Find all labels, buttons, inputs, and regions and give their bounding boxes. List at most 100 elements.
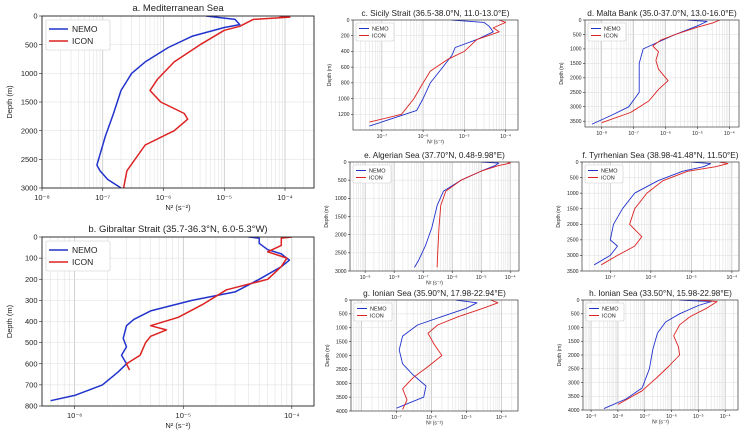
legend-box (584, 164, 624, 184)
x-tick-label: 10⁻⁶ (660, 131, 671, 137)
y-axis-label: Depth (m) (557, 344, 563, 367)
series-line-nemo (396, 300, 478, 409)
legend-label-icon: ICON (604, 34, 618, 40)
y-tick-label: 2000 (335, 232, 347, 238)
series-line-icon (436, 162, 511, 268)
x-tick-label: 10⁻⁵ (217, 193, 232, 202)
y-tick-label: 1500 (568, 339, 580, 345)
y-tick-label: 0 (579, 18, 582, 24)
legend-box (45, 19, 111, 51)
y-axis-label: Depth (m) (5, 304, 14, 338)
x-tick-label: 10⁻⁶ (67, 411, 82, 420)
y-tick-label: 3000 (335, 269, 347, 275)
y-tick-label: 500 (571, 312, 580, 318)
y-tick-label: 500 (339, 312, 348, 318)
y-tick-label: 0 (347, 18, 350, 24)
x-tick-label: 10⁻⁴ (726, 275, 737, 281)
legend-label-nemo: NEMO (602, 307, 619, 313)
x-tick-label: 10⁻⁵ (476, 275, 487, 281)
y-tick-label: 3500 (336, 395, 348, 401)
y-tick-label: 300 (25, 296, 38, 305)
x-tick-label: 10⁻⁶ (156, 193, 171, 202)
x-tick-label: 10⁻⁷ (377, 134, 388, 140)
panel-title: g. Ionian Sea (35.90°N, 17.98-22.94°E) (363, 289, 506, 298)
y-tick-label: 1200 (338, 112, 350, 118)
panel-6: 10⁻⁷ 10⁻⁶ 10⁻⁵ 10⁻⁴ 0 500 1000 1500 2000 2500 3000… (556, 151, 740, 281)
y-tick-label: 200 (25, 275, 38, 284)
y-tick-label: 3500 (570, 119, 582, 125)
y-tick-label: 500 (25, 40, 38, 49)
x-tick-label: 10⁻⁶ (646, 275, 657, 281)
panel-5: 10⁻⁹ 10⁻⁸ 10⁻⁷ 10⁻⁶ 10⁻⁵ 10⁻⁴ 0 500 1000 1500 2000… (324, 151, 520, 287)
series-line-nemo (591, 20, 708, 125)
x-tick-label: 10⁻⁵ (692, 131, 703, 137)
legend-label-icon: ICON (72, 257, 93, 267)
y-axis-label: Depth (m) (556, 205, 562, 228)
y-tick-label: 500 (570, 175, 579, 181)
y-tick-label: 1500 (570, 61, 582, 67)
series-line-icon (402, 300, 499, 410)
panel-3: 10⁻⁷ 10⁻⁶ 10⁻⁵ 10⁻⁴ 0 200 400 600 800 1000 1200 c. … (327, 9, 519, 146)
x-tick-label: 10⁻⁸ (613, 414, 624, 420)
legend-box (352, 164, 392, 184)
x-tick-label: 10⁻⁵ (686, 275, 697, 281)
legend-label-nemo: NEMO (72, 24, 98, 34)
y-tick-label: 800 (25, 402, 38, 411)
x-tick-label: 10⁻⁵ (461, 415, 472, 421)
x-tick-label: 10⁻⁴ (505, 275, 516, 281)
y-tick-label: 500 (573, 32, 582, 38)
x-tick-label: 10⁻⁶ (418, 134, 429, 140)
y-tick-label: 1500 (336, 339, 348, 345)
panel-2: 10⁻⁶ 10⁻⁵ 10⁻⁴ 0 100 200 300 400 500 600 700 800 b. … (5, 224, 315, 430)
x-axis-label: N² (s⁻²) (427, 140, 444, 146)
y-tick-label: 1000 (336, 326, 348, 332)
x-tick-label: 10⁻⁵ (693, 414, 704, 420)
legend-label-icon: ICON (372, 34, 386, 40)
panel-8: 10⁻⁹ 10⁻⁸ 10⁻⁷ 10⁻⁶ 10⁻⁵ 10⁻⁴ 0 500 1000 1500 2000… (557, 289, 739, 426)
x-tick-label: 10⁻⁴ (720, 414, 731, 420)
y-tick-label: 1500 (335, 214, 347, 220)
plot-frame (352, 19, 519, 131)
y-tick-label: 400 (25, 317, 38, 326)
legend-label-nemo: NEMO (369, 169, 386, 175)
y-tick-label: 0 (576, 160, 579, 166)
y-tick-label: 3000 (567, 253, 579, 259)
y-tick-label: 0 (577, 298, 580, 304)
x-tick-label: 10⁻⁷ (391, 415, 402, 421)
y-tick-label: 600 (25, 359, 38, 368)
x-tick-label: 10⁻⁶ (426, 415, 437, 421)
y-tick-label: 2500 (568, 367, 580, 373)
x-tick-label: 10⁻⁴ (496, 415, 507, 421)
y-tick-label: 3000 (21, 184, 38, 193)
series-line-icon (122, 16, 291, 188)
series-line-nemo (603, 300, 712, 410)
y-axis-label: Depth (m) (325, 344, 331, 367)
x-tick-label: 10⁻⁷ (605, 275, 616, 281)
x-tick-label: 10⁻⁵ (176, 411, 191, 420)
y-axis-label: Depth (m) (327, 64, 333, 87)
y-tick-label: 2000 (21, 126, 38, 135)
legend-box (355, 22, 395, 42)
x-tick-label: 10⁻⁴ (724, 131, 735, 137)
panel-title: c. Sicily Strait (36.5-38.0°N, 11.0-13.0… (362, 9, 510, 18)
legend-label-nemo: NEMO (604, 27, 621, 33)
legend-label-icon: ICON (601, 176, 615, 182)
panel-title: a. Mediterranean Sea (132, 3, 224, 14)
series-line-nemo (50, 237, 291, 402)
panel-7: 10⁻⁷ 10⁻⁶ 10⁻⁵ 10⁻⁴ 0 500 1000 1500 2000 2500 3000… (325, 289, 519, 427)
y-tick-label: 2500 (21, 155, 38, 164)
series-line-icon (601, 162, 729, 266)
x-tick-label: 10⁻⁸ (34, 193, 49, 202)
series-line-nemo (96, 16, 241, 188)
series-line-icon (601, 20, 720, 124)
y-tick-label: 3000 (570, 105, 582, 111)
x-axis-label: N² (s⁻²) (426, 281, 443, 287)
panel-4: 10⁻⁸ 10⁻⁷ 10⁻⁶ 10⁻⁵ 10⁻⁴ 0 500 1000 1500 2000 2500… (559, 9, 740, 137)
y-tick-label: 200 (341, 34, 350, 40)
y-tick-label: 1000 (335, 196, 347, 202)
x-axis-label: N² (s⁻²) (165, 203, 191, 212)
y-tick-label: 100 (25, 254, 38, 263)
x-tick-label: 10⁻⁸ (389, 275, 400, 281)
legend-label-icon: ICON (370, 314, 384, 320)
